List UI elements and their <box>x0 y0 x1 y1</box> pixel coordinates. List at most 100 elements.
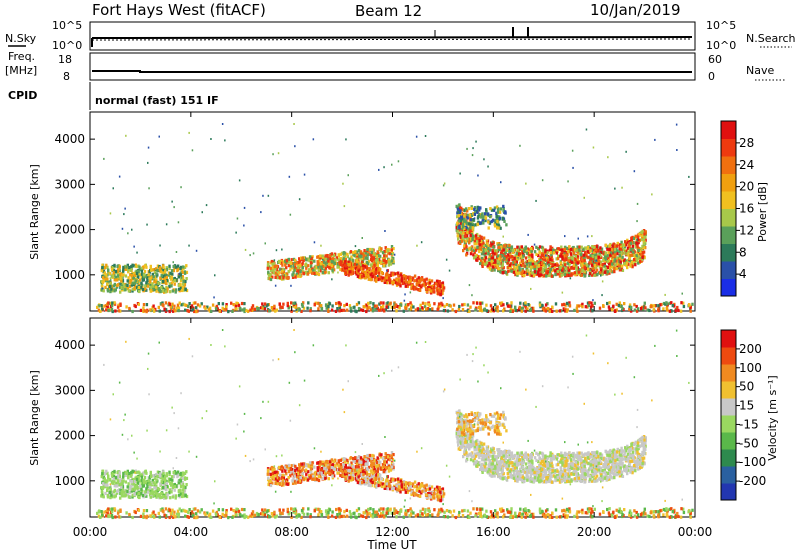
data-cell <box>350 266 353 270</box>
data-cell <box>614 187 616 190</box>
data-cell <box>275 249 278 252</box>
data-cell <box>96 305 99 309</box>
data-cell <box>125 305 128 309</box>
data-cell <box>338 301 341 305</box>
data-cell <box>151 272 154 276</box>
data-cell <box>102 482 105 486</box>
data-cell <box>170 482 174 487</box>
data-cell <box>273 264 276 269</box>
data-cell <box>225 305 228 309</box>
colorbar-segment <box>721 121 736 139</box>
data-cell <box>146 223 148 226</box>
data-cell <box>128 285 132 289</box>
data-cell <box>328 254 332 258</box>
data-cell <box>347 273 350 277</box>
data-cell <box>168 282 171 286</box>
data-cell <box>482 241 485 245</box>
data-cell <box>170 276 174 281</box>
data-cell <box>383 262 386 266</box>
data-cell <box>221 302 225 306</box>
data-cell <box>589 257 593 261</box>
data-cell <box>483 243 486 247</box>
data-cell <box>128 265 131 270</box>
data-cell <box>604 252 607 256</box>
data-cell <box>164 496 168 500</box>
data-cell <box>666 308 669 312</box>
data-cell <box>489 254 492 259</box>
data-cell <box>538 274 541 278</box>
data-cell <box>641 229 644 233</box>
data-cell <box>511 255 514 259</box>
data-cell <box>328 262 331 266</box>
data-cell <box>463 246 466 250</box>
data-cell <box>273 259 276 262</box>
data-cell <box>623 251 626 255</box>
data-cell <box>631 244 635 248</box>
data-cell <box>279 305 282 309</box>
data-cell <box>404 280 408 284</box>
data-cell <box>364 251 368 255</box>
data-cell <box>155 495 158 499</box>
data-cell <box>161 288 165 293</box>
data-cell <box>606 247 609 251</box>
data-cell <box>490 263 493 267</box>
data-cell <box>304 271 308 275</box>
data-cell <box>482 221 485 225</box>
data-cell <box>625 263 628 267</box>
data-cell <box>287 270 290 274</box>
data-cell <box>137 302 140 306</box>
data-cell <box>361 275 364 279</box>
data-cell <box>290 464 293 468</box>
data-cell <box>110 474 114 478</box>
data-cell <box>101 266 104 270</box>
data-cell <box>110 308 114 312</box>
data-cell <box>561 303 564 307</box>
data-cell <box>269 277 273 282</box>
data-cell <box>495 252 498 256</box>
data-cell <box>330 264 333 268</box>
data-cell <box>533 250 537 254</box>
data-cell <box>163 307 166 311</box>
data-cell <box>614 245 617 249</box>
data-cell <box>108 271 112 276</box>
data-cell <box>357 272 360 276</box>
data-cell <box>541 267 544 271</box>
data-cell <box>111 301 114 305</box>
data-cell <box>484 249 487 253</box>
data-cell <box>602 269 605 273</box>
data-cell <box>126 485 129 489</box>
data-cell <box>379 301 383 305</box>
data-cell <box>173 206 175 209</box>
data-cell <box>599 254 602 258</box>
data-cell <box>316 260 319 264</box>
data-cell <box>591 235 593 238</box>
data-cell <box>374 269 378 273</box>
data-cell <box>627 240 630 244</box>
data-cell <box>470 206 474 210</box>
data-cell <box>552 268 556 272</box>
data-cell <box>278 302 281 306</box>
data-cell <box>269 272 272 276</box>
data-cell <box>642 238 645 242</box>
data-cell <box>625 261 629 265</box>
data-cell <box>603 270 607 274</box>
data-cell <box>421 301 425 305</box>
data-cell <box>158 309 161 313</box>
data-cell <box>593 246 596 250</box>
data-cell <box>561 257 564 261</box>
data-cell <box>309 265 313 269</box>
data-cell <box>465 207 468 211</box>
data-cell <box>262 194 264 197</box>
data-cell <box>382 258 385 263</box>
data-cell <box>476 301 479 305</box>
data-cell <box>171 495 175 499</box>
data-cell <box>188 302 191 306</box>
data-cell <box>468 284 471 287</box>
data-cell <box>140 281 143 285</box>
freq-unit-label: [MHz] <box>5 64 37 77</box>
data-cell <box>485 239 489 243</box>
y-tick-label: 2000 <box>54 223 85 237</box>
data-cell <box>149 289 152 293</box>
data-cell <box>599 255 603 259</box>
data-cell <box>142 484 146 488</box>
